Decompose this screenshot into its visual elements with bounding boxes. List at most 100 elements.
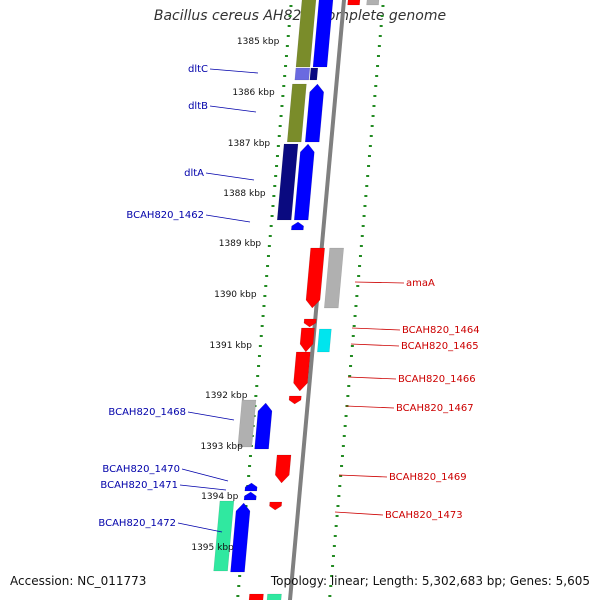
ruler-dot	[372, 105, 376, 107]
gene-arrow-plus	[288, 395, 302, 405]
ruler-dot	[379, 25, 383, 27]
gene-arrow-minus	[254, 402, 273, 450]
ruler-dot	[284, 55, 288, 57]
ruler-dot	[357, 275, 361, 277]
ruler-dot	[278, 125, 282, 127]
genome-summary-text: Topology: linear; Length: 5,302,683 bp; …	[270, 574, 590, 588]
ruler-dot	[264, 285, 268, 287]
ruler-dot	[358, 265, 362, 267]
ruler-dot	[356, 285, 360, 287]
ruler-dot	[248, 455, 252, 457]
ruler-dot	[237, 585, 241, 587]
cds-block	[317, 328, 332, 353]
ruler-dot	[329, 585, 333, 587]
ruler-dot	[368, 145, 372, 147]
ruler-dot	[287, 25, 291, 27]
gene-leader-line	[209, 68, 259, 74]
ruler-dot	[370, 125, 374, 127]
ruler-dot	[349, 355, 353, 357]
ruler-dot	[276, 145, 280, 147]
ruler-dot	[248, 465, 252, 467]
ruler-dot	[238, 575, 242, 577]
gene-label-minus: dltC	[188, 64, 208, 75]
gene-leader-line	[351, 327, 401, 331]
ruler-dot	[374, 85, 378, 87]
ruler-dot	[261, 315, 265, 317]
cds-block	[295, 0, 317, 68]
cds-block	[276, 143, 299, 221]
gene-label-minus: BCAH820_1468	[108, 407, 186, 418]
gene-label-plus: BCAH820_1469	[389, 472, 467, 483]
gene-arrow-minus	[244, 482, 258, 492]
gene-label-minus: dltB	[188, 101, 208, 112]
cds-block	[286, 83, 307, 143]
ruler-dot	[375, 75, 379, 77]
ruler-dot	[280, 105, 284, 107]
gene-label-plus: BCAH820_1473	[385, 510, 463, 521]
ruler-dot	[254, 395, 258, 397]
ruler-dot	[376, 55, 380, 57]
gene-leader-line	[181, 468, 229, 482]
ruler-dot	[328, 595, 332, 597]
map-title: Bacillus cereus AH820, complete genome	[153, 8, 447, 24]
ruler-dot	[266, 255, 270, 257]
ruler-dot	[369, 135, 373, 137]
ruler-dot	[283, 75, 287, 77]
ruler-dot	[247, 475, 251, 477]
ruler-dot	[275, 165, 279, 167]
ruler-dot	[367, 155, 371, 157]
ruler-dot	[334, 525, 338, 527]
ruler-dot	[266, 265, 270, 267]
ruler-dot	[373, 95, 377, 97]
gene-leader-line	[338, 474, 388, 478]
gene-label-minus: BCAH820_1472	[98, 518, 176, 529]
ruler-dot	[359, 245, 363, 247]
ruler-dot	[285, 45, 289, 47]
gene-label-plus: BCAH820_1466	[398, 374, 476, 385]
gene-leader-line	[205, 172, 255, 181]
gene-arrow-plus	[293, 351, 311, 392]
kbp-tick-label: 1389 kbp	[219, 239, 262, 249]
gene-leader-line	[350, 343, 400, 347]
right-dotted-ruler	[328, 5, 385, 597]
ruler-dot	[282, 85, 286, 87]
ruler-dot	[335, 515, 339, 517]
gene-label-minus: BCAH820_1462	[126, 210, 204, 221]
ruler-dot	[380, 15, 384, 17]
ruler-dot	[260, 325, 264, 327]
ruler-dot	[337, 495, 341, 497]
ruler-dot	[365, 185, 369, 187]
ruler-dot	[269, 225, 273, 227]
ruler-dot	[341, 445, 345, 447]
ruler-dot	[349, 365, 353, 367]
gene-arrow-minus	[293, 143, 315, 221]
gene-leader-line	[347, 376, 397, 380]
ruler-dot	[343, 425, 347, 427]
ruler-dot	[279, 115, 283, 117]
ruler-dot	[347, 385, 351, 387]
cds-block	[266, 593, 282, 600]
gene-leader-line	[209, 105, 257, 113]
gene-label-minus: dltA	[184, 168, 204, 179]
ruler-dot	[340, 465, 344, 467]
tick-layer	[236, 5, 385, 597]
ruler-dot	[263, 295, 267, 297]
kbp-tick-label: 1395 kbp	[191, 543, 234, 553]
ruler-dot	[258, 345, 262, 347]
gene-arrow-plus	[269, 501, 283, 511]
cds-block	[213, 500, 235, 572]
ruler-dot	[284, 65, 288, 67]
ruler-dot	[348, 375, 352, 377]
ruler-dot	[339, 475, 343, 477]
ruler-dot	[268, 235, 272, 237]
gene-label-plus: BCAH820_1465	[401, 341, 479, 352]
ruler-dot	[288, 15, 292, 17]
ruler-dot	[286, 35, 290, 37]
ruler-dot	[362, 215, 366, 217]
ruler-dot	[267, 245, 271, 247]
ruler-dot	[255, 385, 259, 387]
label-layer: 1385 kbp 1386 kbp 1387 kbp 1388 kbp 1389 kbp…	[98, 37, 479, 553]
ruler-dot	[277, 135, 281, 137]
accession-text: Accession: NC_011773	[10, 574, 147, 588]
